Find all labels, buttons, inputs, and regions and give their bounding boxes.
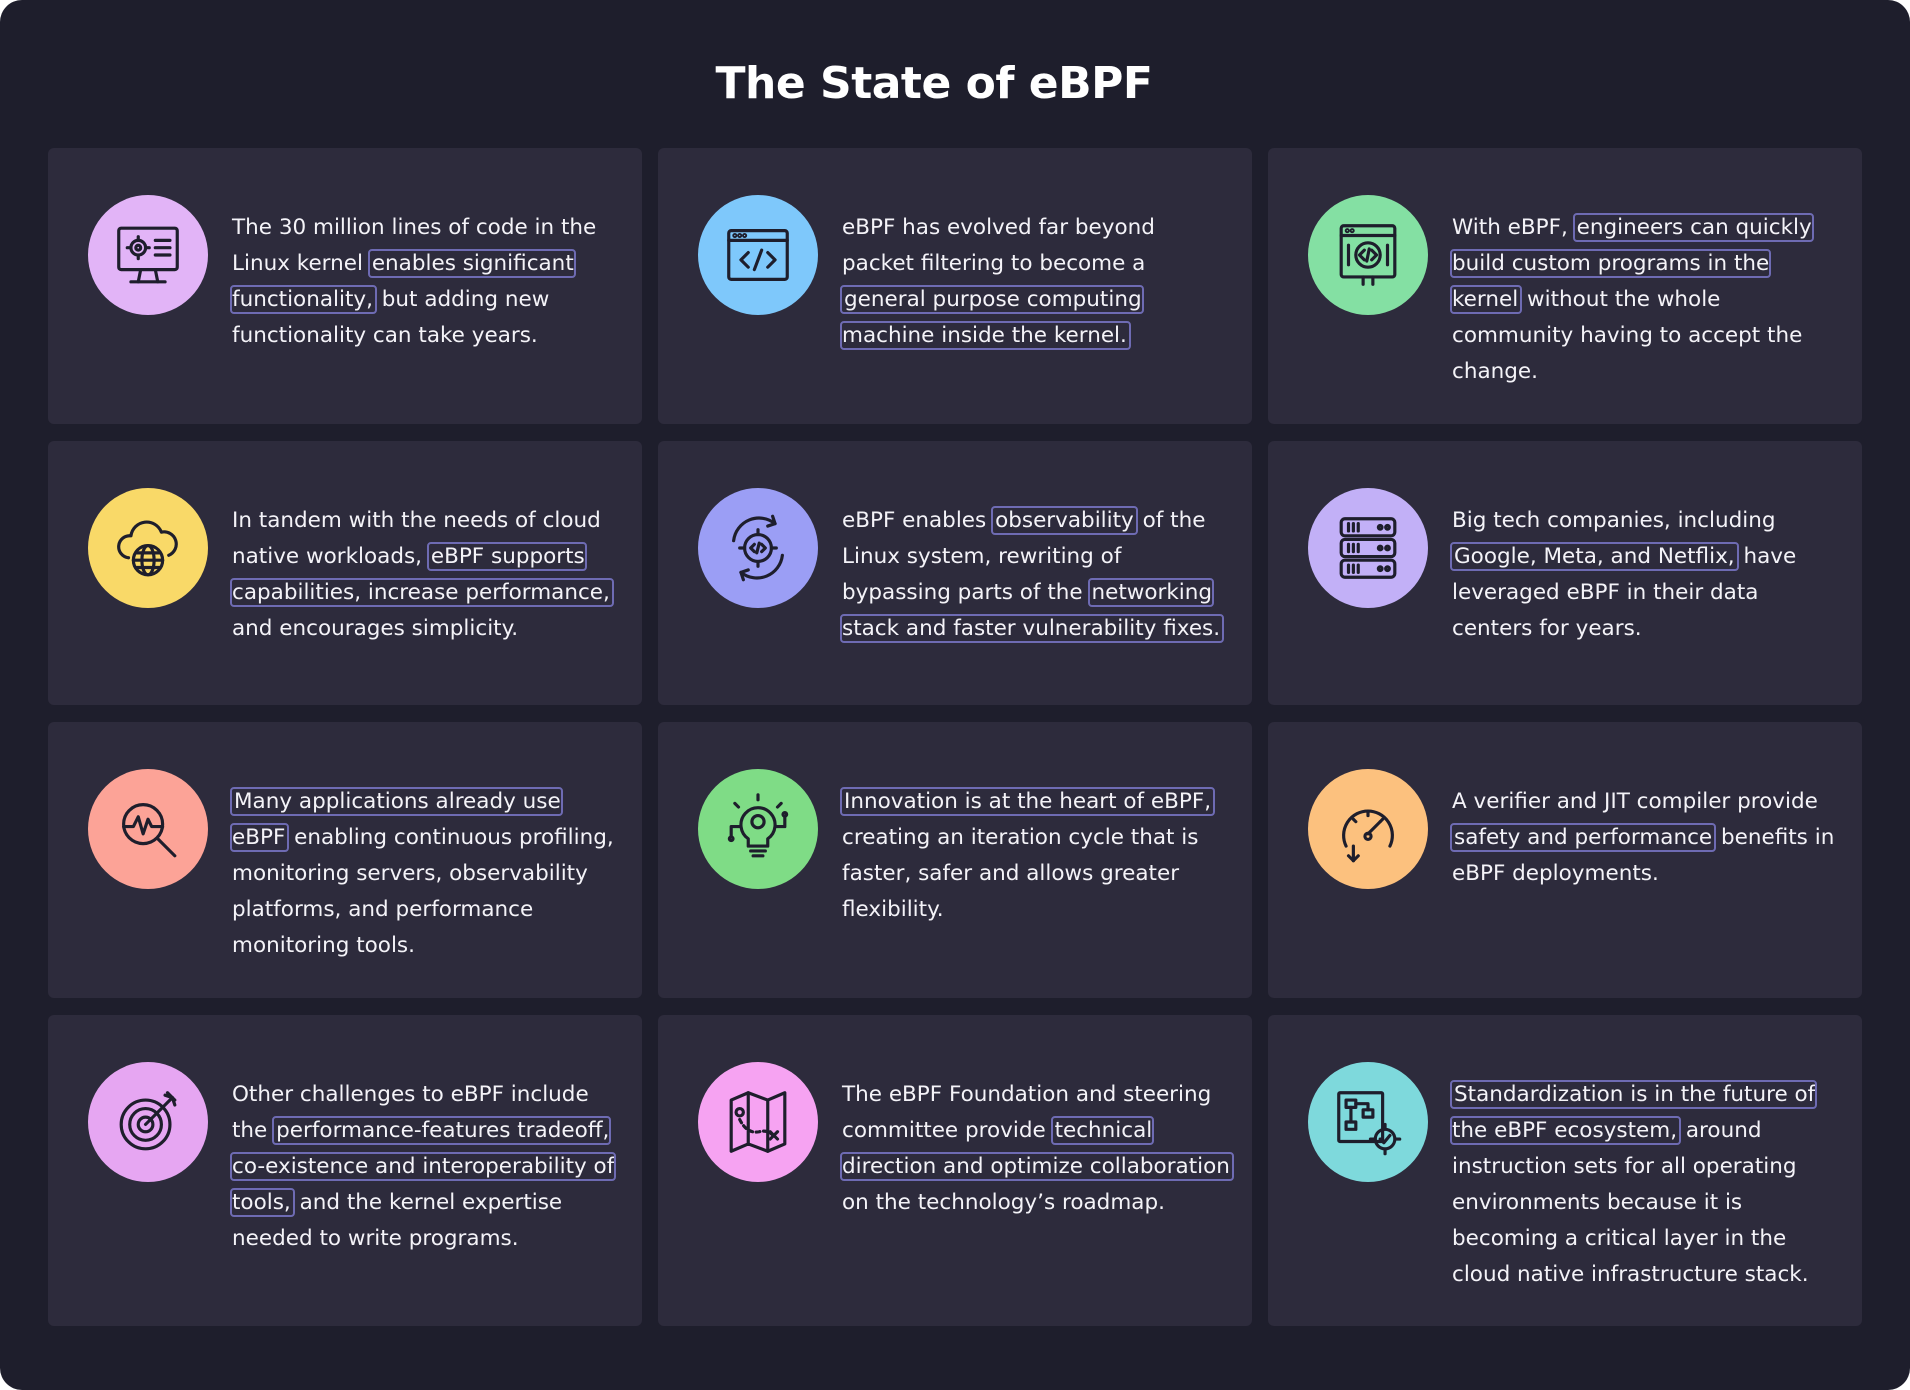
card-text: Standardization is in the future of the … — [1449, 1077, 1842, 1293]
info-card: Big tech companies, including Google, Me… — [1268, 441, 1862, 705]
card-text: The 30 million lines of code in the Linu… — [230, 210, 622, 354]
text-segment: eBPF has evolved far beyond packet filte… — [842, 215, 1155, 276]
text-segment: enabling continuous profiling, monitorin… — [232, 825, 614, 958]
info-card: The eBPF Foundation and steering committ… — [658, 1015, 1252, 1326]
monitor-gear-icon — [88, 195, 208, 315]
info-card: A verifier and JIT compiler provide safe… — [1268, 722, 1862, 998]
lightbulb-circuit-icon — [698, 769, 818, 889]
text-segment: creating an iteration cycle that is fast… — [842, 825, 1199, 922]
text-segment: In tandem with the needs of cloud native… — [232, 508, 601, 569]
info-card: Standardization is in the future of the … — [1268, 1015, 1862, 1326]
info-card: The 30 million lines of code in the Linu… — [48, 148, 642, 424]
info-card: Many applications already use eBPF enabl… — [48, 722, 642, 998]
cloud-globe-icon — [88, 488, 208, 608]
card-text: A verifier and JIT compiler provide safe… — [1449, 784, 1842, 892]
info-card: Innovation is at the heart of eBPF, crea… — [658, 722, 1252, 998]
speedometer-icon — [1308, 769, 1428, 889]
page-title: The State of eBPF — [715, 58, 1153, 109]
gear-cycle-icon — [698, 488, 818, 608]
highlighted-phrase: general purpose computing machine inside… — [840, 285, 1144, 350]
text-segment: Big tech companies, including — [1452, 508, 1776, 533]
roadmap-icon — [698, 1062, 818, 1182]
text-segment: The 30 million lines of code in the Linu… — [232, 215, 597, 276]
text-segment: benefits in eBPF deployments. — [1452, 825, 1835, 886]
text-segment: The eBPF Foundation and steering committ… — [842, 1082, 1212, 1143]
text-segment: but adding new functionality can take ye… — [232, 287, 550, 348]
card-text: eBPF has evolved far beyond packet filte… — [840, 210, 1232, 354]
server-rack-icon — [1308, 488, 1428, 608]
card-text: Big tech companies, including Google, Me… — [1450, 503, 1842, 647]
code-window-icon — [698, 195, 818, 315]
card-text: Many applications already use eBPF enabl… — [230, 784, 622, 964]
text-segment: without the whole community having to ac… — [1452, 287, 1803, 384]
target-arrow-icon — [88, 1062, 208, 1182]
text-segment: With eBPF, — [1452, 215, 1568, 240]
code-screen-icon — [1308, 195, 1428, 315]
text-segment: on the technology’s roadmap. — [842, 1190, 1165, 1215]
highlighted-phrase: technical direction and optimize collabo… — [840, 1116, 1234, 1181]
highlighted-phrase: engineers can quickly build custom progr… — [1450, 213, 1814, 314]
highlighted-phrase: networking stack and faster vulnerabilit… — [839, 578, 1225, 643]
highlighted-phrase: observability — [991, 506, 1138, 535]
info-card: In tandem with the needs of cloud native… — [48, 441, 642, 705]
info-card: Other challenges to eBPF include the per… — [48, 1015, 642, 1326]
text-segment: and encourages simplicity. — [232, 616, 519, 641]
highlighted-phrase: Many applications already use eBPF — [230, 787, 563, 852]
highlighted-phrase: enables significant functionality, — [230, 249, 576, 314]
magnifier-pulse-icon — [88, 769, 208, 889]
card-text: Innovation is at the heart of eBPF, crea… — [839, 784, 1232, 928]
info-card: With eBPF, engineers can quickly build c… — [1268, 148, 1862, 424]
info-card: eBPF has evolved far beyond packet filte… — [658, 148, 1252, 424]
flowchart-gear-icon — [1308, 1062, 1428, 1182]
highlighted-phrase: Innovation is at the heart of eBPF, — [839, 787, 1216, 816]
text-segment: Other challenges to eBPF include the — [232, 1082, 589, 1143]
card-text: In tandem with the needs of cloud native… — [230, 503, 622, 647]
text-segment: A verifier and JIT compiler provide — [1452, 789, 1818, 814]
highlighted-phrase: safety and performance — [1449, 823, 1717, 852]
text-segment: of the Linux system, rewriting of bypass… — [842, 508, 1206, 605]
text-segment: have leveraged eBPF in their data center… — [1452, 544, 1797, 641]
text-segment: eBPF enables — [842, 508, 987, 533]
card-grid: The 30 million lines of code in the Linu… — [48, 148, 1862, 1326]
info-card: eBPF enables observability of the Linux … — [658, 441, 1252, 705]
card-text: With eBPF, engineers can quickly build c… — [1450, 210, 1842, 390]
text-segment: around instruction sets for all operatin… — [1452, 1118, 1809, 1287]
card-text: The eBPF Foundation and steering committ… — [840, 1077, 1234, 1221]
text-segment: and the kernel expertise needed to write… — [232, 1190, 563, 1251]
highlighted-phrase: eBPF supports capabilities, increase per… — [230, 542, 614, 607]
highlighted-phrase: performance-features tradeoff, co-existe… — [229, 1116, 617, 1217]
highlighted-phrase: Standardization is in the future of the … — [1449, 1080, 1818, 1145]
highlighted-phrase: Google, Meta, and Netflix, — [1450, 542, 1739, 571]
card-text: Other challenges to eBPF include the per… — [229, 1077, 622, 1257]
card-text: eBPF enables observability of the Linux … — [839, 503, 1232, 647]
